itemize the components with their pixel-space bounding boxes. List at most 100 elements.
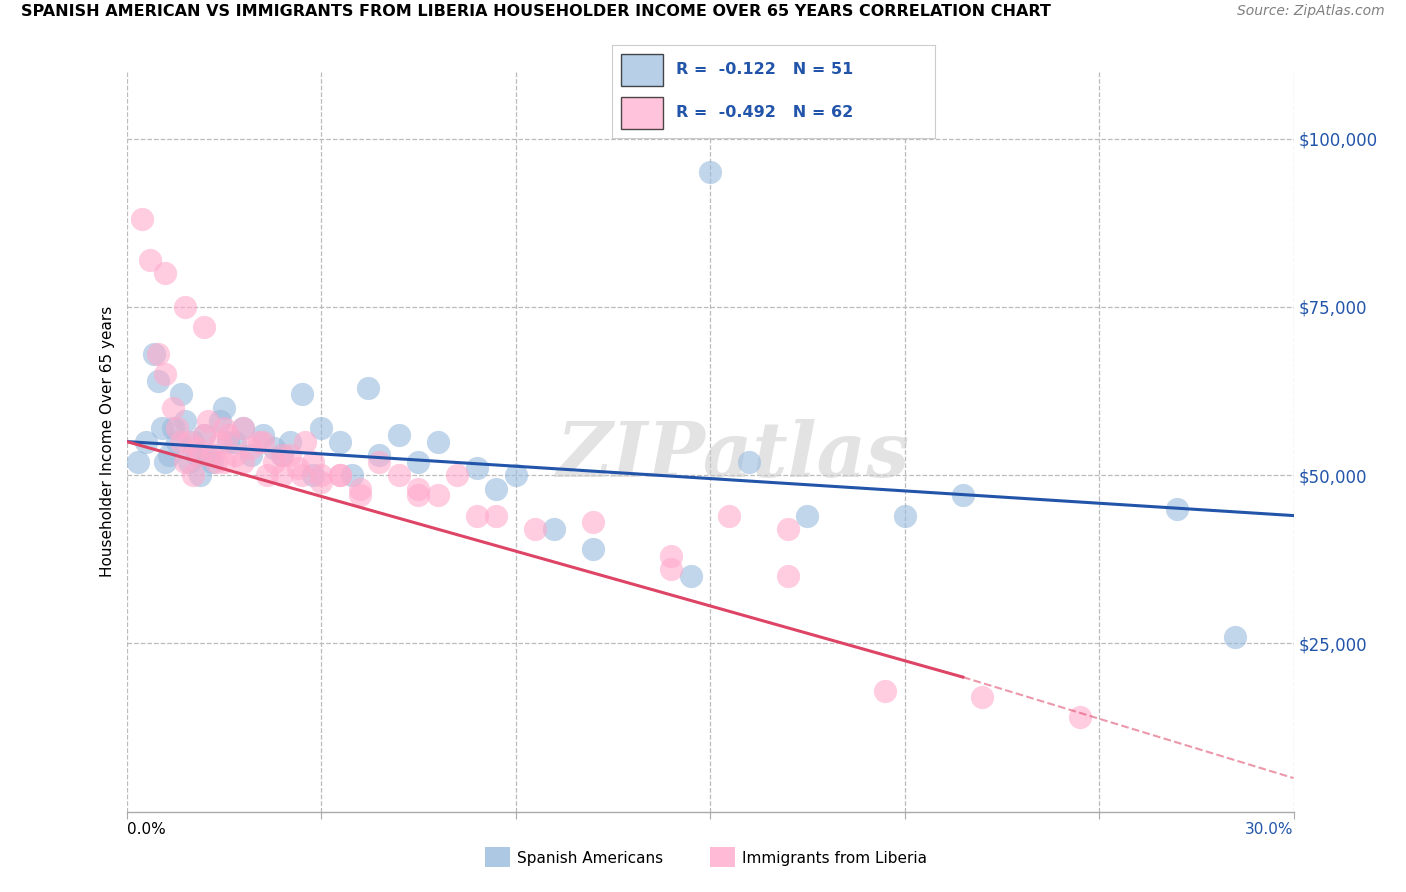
Point xyxy=(278,434,301,449)
Point xyxy=(340,468,363,483)
Point xyxy=(190,448,212,462)
Point xyxy=(263,455,285,469)
Point xyxy=(162,421,184,435)
Point xyxy=(679,569,702,583)
Point xyxy=(357,381,380,395)
Text: 0.0%: 0.0% xyxy=(127,822,166,837)
Point xyxy=(212,421,235,435)
Point xyxy=(1069,710,1091,724)
Point xyxy=(174,300,197,314)
Point xyxy=(505,468,527,483)
Point xyxy=(240,448,263,462)
Point xyxy=(181,434,204,449)
Point xyxy=(329,434,352,449)
Point xyxy=(718,508,741,523)
Point xyxy=(162,401,184,415)
Point xyxy=(186,442,208,456)
Point xyxy=(208,414,231,428)
Point xyxy=(201,455,224,469)
Point xyxy=(170,387,193,401)
Point xyxy=(1166,501,1188,516)
Point xyxy=(212,401,235,415)
Point xyxy=(193,427,215,442)
Point xyxy=(426,488,449,502)
Text: Immigrants from Liberia: Immigrants from Liberia xyxy=(742,851,928,865)
Point xyxy=(271,448,294,462)
Point xyxy=(142,347,165,361)
Point xyxy=(368,455,391,469)
Point xyxy=(972,690,994,705)
Point xyxy=(1223,630,1246,644)
Point xyxy=(201,448,224,462)
Point xyxy=(952,488,974,502)
Text: 30.0%: 30.0% xyxy=(1246,822,1294,837)
Text: SPANISH AMERICAN VS IMMIGRANTS FROM LIBERIA HOUSEHOLDER INCOME OVER 65 YEARS COR: SPANISH AMERICAN VS IMMIGRANTS FROM LIBE… xyxy=(21,4,1050,20)
Point xyxy=(146,347,169,361)
Point xyxy=(543,522,565,536)
Point xyxy=(170,434,193,449)
Text: ZIPatlas: ZIPatlas xyxy=(557,419,910,493)
Point xyxy=(271,448,294,462)
Point xyxy=(290,468,312,483)
Point xyxy=(232,421,254,435)
Point xyxy=(776,569,799,583)
Point xyxy=(232,455,254,469)
Point xyxy=(127,455,149,469)
Point xyxy=(177,455,200,469)
Point xyxy=(309,475,332,489)
Point xyxy=(197,448,219,462)
Point xyxy=(217,427,239,442)
FancyBboxPatch shape xyxy=(621,54,664,86)
Text: Source: ZipAtlas.com: Source: ZipAtlas.com xyxy=(1237,4,1385,19)
Point xyxy=(217,434,239,449)
Point xyxy=(349,482,371,496)
Point xyxy=(776,522,799,536)
Point xyxy=(302,468,325,483)
Point xyxy=(224,434,246,449)
Point xyxy=(309,468,332,483)
Text: Spanish Americans: Spanish Americans xyxy=(517,851,664,865)
Point xyxy=(131,212,153,227)
Point xyxy=(446,468,468,483)
Point xyxy=(290,387,312,401)
Point xyxy=(212,455,235,469)
Point xyxy=(174,414,197,428)
Point xyxy=(166,421,188,435)
Point xyxy=(408,488,430,502)
Point xyxy=(329,468,352,483)
Point xyxy=(294,434,316,449)
Point xyxy=(485,482,508,496)
Point xyxy=(252,434,274,449)
Point xyxy=(893,508,915,523)
FancyBboxPatch shape xyxy=(621,97,664,129)
Point xyxy=(135,434,157,449)
Point xyxy=(157,448,180,462)
Text: R =  -0.492   N = 62: R = -0.492 N = 62 xyxy=(676,104,853,120)
Point xyxy=(465,461,488,475)
Point xyxy=(146,374,169,388)
Point xyxy=(186,448,208,462)
Point xyxy=(197,414,219,428)
Point xyxy=(271,468,294,483)
Point xyxy=(155,455,177,469)
Text: R =  -0.122   N = 51: R = -0.122 N = 51 xyxy=(676,62,853,78)
Point xyxy=(796,508,818,523)
Point xyxy=(699,165,721,179)
Point xyxy=(177,434,200,449)
Point xyxy=(388,468,411,483)
Point xyxy=(190,468,212,483)
Point xyxy=(349,488,371,502)
Point xyxy=(247,434,270,449)
Point xyxy=(582,516,605,530)
Point xyxy=(263,442,285,456)
Point xyxy=(408,455,430,469)
Point xyxy=(426,434,449,449)
Point xyxy=(302,455,325,469)
Point xyxy=(232,421,254,435)
Point xyxy=(252,427,274,442)
Point xyxy=(408,482,430,496)
Point xyxy=(738,455,761,469)
Point xyxy=(582,542,605,557)
Point xyxy=(465,508,488,523)
Point xyxy=(224,448,246,462)
